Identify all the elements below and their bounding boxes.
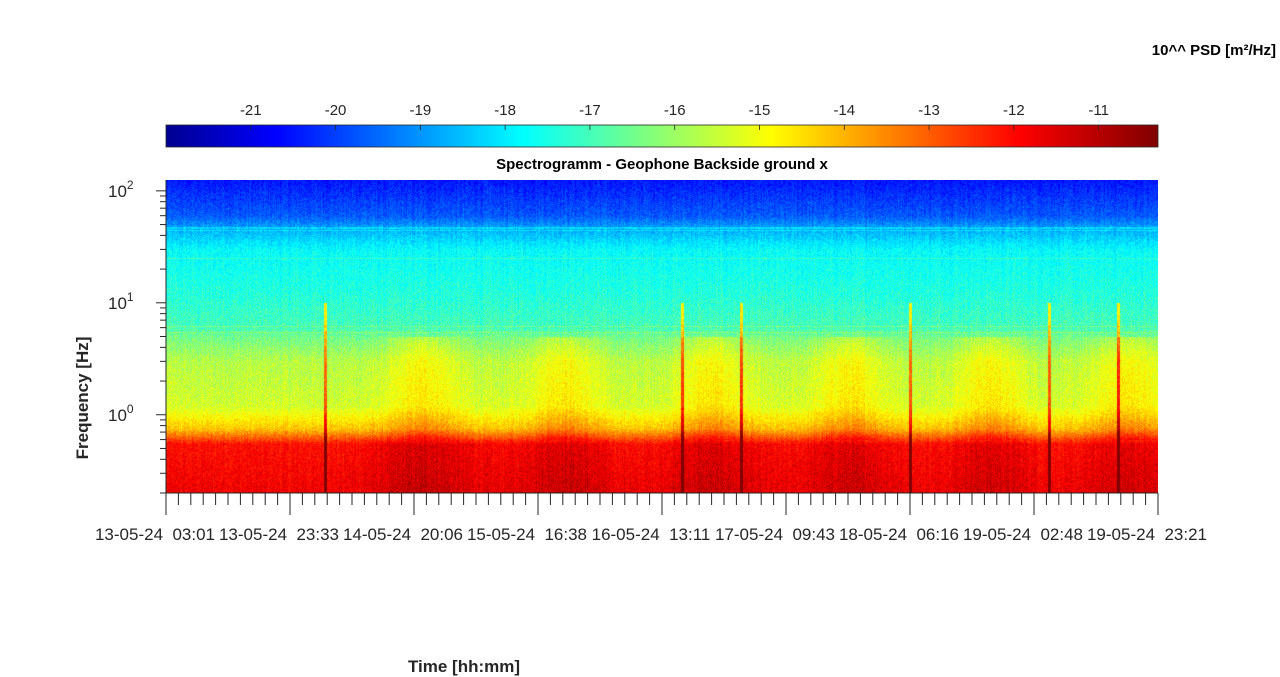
y-tick-label: 102: [108, 178, 134, 201]
colorbar-tick-label: -15: [749, 102, 771, 119]
colorbar-ticks: -21 -20 -19 -18 -17 -16 -15 -14 -13 -12 -11: [240, 102, 1109, 130]
y-tick-exponent: 2: [127, 178, 134, 192]
y-tick-exponent: 1: [127, 290, 134, 304]
colorbar-tick-label: -16: [664, 102, 686, 119]
x-tick-label: 15-05-24 16:38: [467, 525, 587, 544]
x-tick-label: 16-05-24 13:11: [592, 525, 711, 544]
x-tick-label: 18-05-24 06:16: [839, 525, 959, 544]
y-axis-label: Frequency [Hz]: [73, 337, 92, 460]
colorbar-label: 10^^ PSD [m²/Hz]: [1152, 42, 1276, 59]
colorbar-tick-label: -18: [494, 102, 516, 119]
colorbar-tick-label: -11: [1088, 102, 1109, 119]
x-tick-label: 13-05-24 23:33: [219, 525, 339, 544]
colorbar-tick-label: -12: [1003, 102, 1025, 119]
y-tick-label: 101: [108, 290, 134, 313]
spectrogram-heatmap: [166, 180, 1158, 493]
chart-title: Spectrogramm - Geophone Backside ground …: [496, 156, 828, 173]
y-tick-base: 10: [108, 182, 127, 201]
x-tick-label: 17-05-24 09:43: [715, 525, 835, 544]
x-axis: 13-05-24 03:01 13-05-24 23:33 14-05-24 20:…: [95, 493, 1207, 544]
x-tick-label: 19-05-24 02:48: [963, 525, 1083, 544]
y-tick-base: 10: [108, 406, 127, 425]
colorbar-tick-label: -14: [833, 102, 855, 119]
plot-area: [165, 180, 1158, 494]
x-axis-label: Time [hh:mm]: [408, 657, 520, 676]
colorbar: -21 -20 -19 -18 -17 -16 -15 -14 -13 -12 -11: [165, 102, 1159, 148]
colorbar-tick-label: -21: [240, 102, 262, 119]
colorbar-tick-label: -17: [579, 102, 601, 119]
y-tick-label: 100: [108, 402, 134, 425]
x-tick-label: 14-05-24 20:06: [343, 525, 463, 544]
colorbar-tick-label: -20: [325, 102, 347, 119]
y-tick-exponent: 0: [127, 402, 134, 416]
x-tick-label: 13-05-24 03:01: [95, 525, 215, 544]
y-tick-base: 10: [108, 294, 127, 313]
colorbar-gradient: [165, 124, 1159, 148]
colorbar-tick-label: -13: [918, 102, 940, 119]
colorbar-tick-label: -19: [410, 102, 432, 119]
x-tick-label: 19-05-24 23:21: [1087, 525, 1207, 544]
